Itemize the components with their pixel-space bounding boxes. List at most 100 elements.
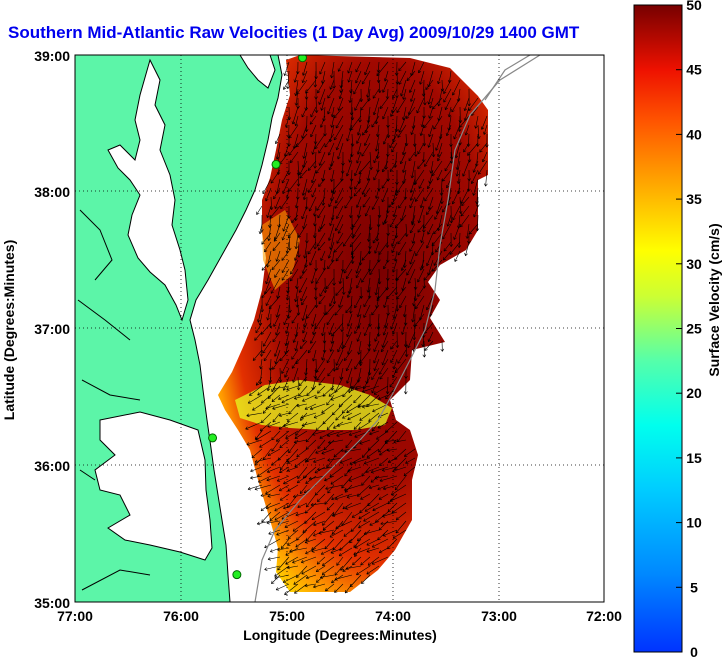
velocity-arrow xyxy=(371,556,389,565)
velocity-arrow xyxy=(403,376,408,395)
velocity-arrow xyxy=(389,493,407,502)
velocity-arrow xyxy=(274,268,281,278)
velocity-arrow xyxy=(296,565,308,578)
velocity-arrow xyxy=(433,223,443,235)
velocity-arrow xyxy=(354,385,371,391)
velocity-mid-band xyxy=(262,210,300,290)
velocity-arrow xyxy=(361,142,371,157)
velocity-arrow xyxy=(260,493,272,498)
velocity-arrow xyxy=(447,106,452,118)
velocity-arrow xyxy=(417,268,425,283)
velocity-arrow xyxy=(422,277,427,289)
velocity-arrow xyxy=(371,196,380,210)
velocity-arrow xyxy=(442,223,452,240)
velocity-arrow xyxy=(352,214,362,228)
bathymetry-contour-2 xyxy=(484,55,531,101)
velocity-arrow xyxy=(266,466,281,473)
velocity-arrow xyxy=(297,223,308,238)
velocity-arrow xyxy=(403,466,416,477)
velocity-arrow xyxy=(374,331,380,342)
velocity-arrow xyxy=(300,412,317,419)
velocity-arrow xyxy=(364,115,371,134)
velocity-arrow xyxy=(376,430,389,440)
velocity-arrow xyxy=(317,439,326,449)
velocity-arrow xyxy=(338,295,344,308)
velocity-arrow xyxy=(301,178,308,196)
velocity-arrow xyxy=(480,115,488,130)
velocity-arrow xyxy=(259,358,263,370)
velocity-arrow xyxy=(298,376,308,387)
velocity-arrow xyxy=(373,349,380,364)
velocity-arrow xyxy=(345,565,362,571)
velocity-arrow xyxy=(338,88,344,100)
velocity-arrow xyxy=(263,349,272,362)
velocity-arrow xyxy=(279,493,290,501)
velocity-arrow xyxy=(283,79,290,90)
velocity-arrow xyxy=(322,520,335,531)
colorbar-tick-label: 0 xyxy=(690,644,698,659)
velocity-arrow xyxy=(271,574,281,585)
velocity-arrow xyxy=(338,268,344,284)
velocity-arrow xyxy=(399,151,407,165)
velocity-arrow xyxy=(411,232,416,244)
velocity-arrow xyxy=(451,187,461,205)
velocity-arrow xyxy=(361,385,380,393)
velocity-arrow xyxy=(304,583,317,588)
delaware-bay xyxy=(239,55,276,89)
velocity-arrow xyxy=(311,187,317,198)
velocity-arrow xyxy=(267,223,272,241)
velocity-arrow xyxy=(314,97,319,113)
velocity-arrow xyxy=(435,241,443,253)
velocity-arrow xyxy=(420,232,425,243)
velocity-arrow xyxy=(291,358,299,369)
velocity-arrow xyxy=(272,412,281,423)
velocity-arrow xyxy=(355,259,362,274)
velocity-arrow xyxy=(321,187,326,206)
chesapeake-bay xyxy=(107,58,189,322)
velocity-arrow xyxy=(353,187,362,197)
velocity-arrow xyxy=(436,169,443,181)
velocity-arrow xyxy=(454,142,461,159)
velocity-arrow xyxy=(353,394,362,404)
velocity-arrow xyxy=(379,475,398,483)
velocity-arrow xyxy=(330,61,335,79)
velocity-arrow xyxy=(419,259,425,271)
velocity-arrow xyxy=(284,583,299,596)
velocity-arrow xyxy=(427,223,434,235)
velocity-arrow xyxy=(348,430,362,436)
velocity-arrow xyxy=(315,421,326,431)
velocity-arrow xyxy=(369,430,380,436)
y-tick-label: 39:00 xyxy=(34,48,70,64)
velocity-arrow xyxy=(327,223,335,241)
velocity-arrow xyxy=(310,106,317,118)
velocity-arrow xyxy=(382,214,389,225)
velocity-arrow xyxy=(415,241,425,257)
velocity-arrow xyxy=(262,331,272,347)
velocity-arrow xyxy=(246,439,263,446)
velocity-arrow xyxy=(407,331,416,349)
velocity-arrow xyxy=(313,520,326,527)
velocity-arrow xyxy=(330,115,335,128)
velocity-arrow xyxy=(410,124,416,135)
velocity-arrow xyxy=(339,457,353,464)
velocity-arrow xyxy=(355,277,362,289)
velocity-arrow xyxy=(341,475,353,489)
velocity-arrow xyxy=(316,232,326,247)
velocity-arrow xyxy=(355,196,362,208)
velocity-arrow xyxy=(389,160,398,173)
velocity-arrow xyxy=(318,151,326,166)
velocity-arrow xyxy=(304,538,317,544)
colorbar-tick-label: 35 xyxy=(686,191,702,207)
velocity-arrow xyxy=(343,331,353,348)
velocity-arrow xyxy=(255,376,263,386)
velocity-arrow xyxy=(465,223,470,239)
velocity-arrow xyxy=(352,556,362,566)
velocity-arrow xyxy=(295,277,299,289)
velocity-arrow xyxy=(397,241,407,256)
velocity-arrow xyxy=(264,241,272,253)
velocity-arrow xyxy=(270,277,281,294)
velocity-arrow xyxy=(374,475,389,480)
velocity-arrow xyxy=(305,493,317,508)
velocity-arrow xyxy=(413,286,418,302)
